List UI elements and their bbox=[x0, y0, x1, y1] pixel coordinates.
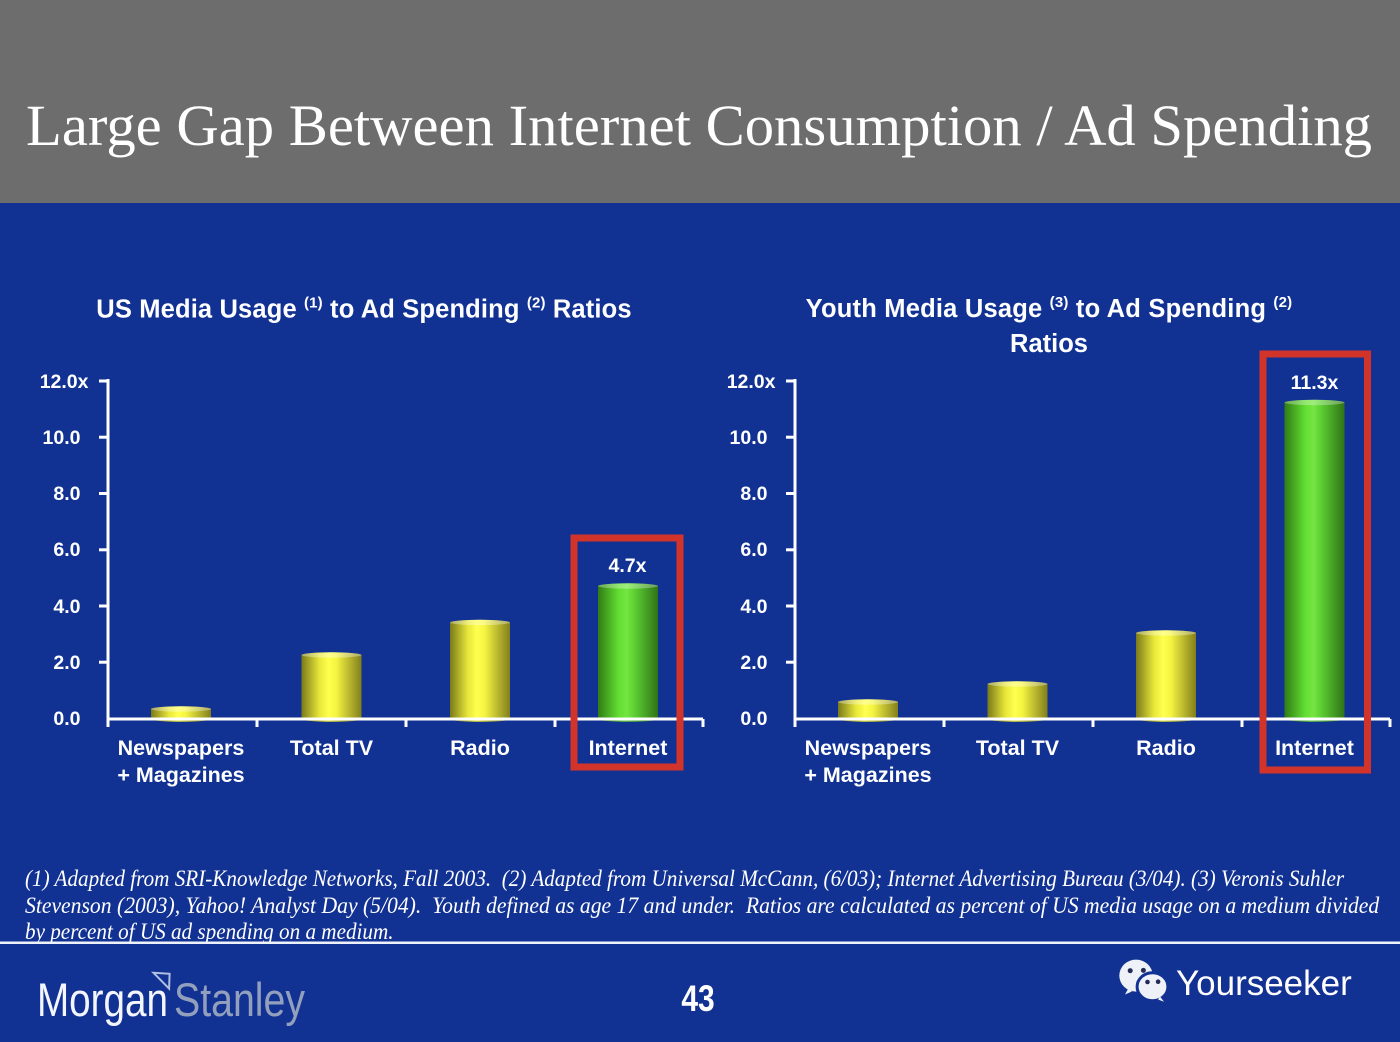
svg-text:Yourseeker: Yourseeker bbox=[1176, 964, 1352, 1003]
svg-text:Morgan: Morgan bbox=[37, 973, 168, 1026]
svg-text:Youth Media Usage (3) to Ad Sp: Youth Media Usage (3) to Ad Spending (2) bbox=[806, 294, 1293, 323]
svg-text:Newspapers: Newspapers bbox=[805, 736, 932, 760]
svg-text:US Media Usage (1) to Ad Spend: US Media Usage (1) to Ad Spending (2) Ra… bbox=[96, 295, 631, 324]
svg-text:2.0: 2.0 bbox=[740, 652, 767, 674]
svg-text:(1) Adapted from SRI-Knowledge: (1) Adapted from SRI-Knowledge Networks,… bbox=[25, 865, 1344, 891]
svg-text:by percent of US ad spending o: by percent of US ad spending on a medium… bbox=[25, 918, 394, 944]
svg-text:10.0: 10.0 bbox=[43, 427, 81, 449]
svg-text:Radio: Radio bbox=[1136, 736, 1196, 760]
svg-text:4.0: 4.0 bbox=[53, 596, 80, 618]
svg-text:6.0: 6.0 bbox=[53, 539, 80, 561]
svg-text:Total TV: Total TV bbox=[290, 736, 374, 760]
svg-text:11.3x: 11.3x bbox=[1291, 372, 1339, 394]
svg-text:Large Gap Between Internet Con: Large Gap Between Internet Consumption /… bbox=[26, 93, 1372, 158]
svg-text:10.0: 10.0 bbox=[730, 427, 768, 449]
svg-text:8.0: 8.0 bbox=[740, 483, 767, 505]
svg-text:Ratios: Ratios bbox=[1010, 330, 1088, 358]
svg-text:4.7x: 4.7x bbox=[609, 555, 647, 577]
svg-text:Total TV: Total TV bbox=[976, 736, 1060, 760]
svg-text:12.0x: 12.0x bbox=[727, 371, 776, 393]
svg-text:6.0: 6.0 bbox=[740, 539, 767, 561]
svg-text:+ Magazines: + Magazines bbox=[804, 763, 931, 787]
svg-text:Stevenson (2003), Yahoo! Analy: Stevenson (2003), Yahoo! Analyst Day (5/… bbox=[25, 892, 1380, 918]
svg-text:Internet: Internet bbox=[1275, 736, 1354, 760]
svg-text:4.0: 4.0 bbox=[740, 596, 767, 618]
svg-text:2.0: 2.0 bbox=[53, 652, 80, 674]
svg-text:43: 43 bbox=[681, 978, 714, 1020]
svg-text:Newspapers: Newspapers bbox=[118, 736, 245, 760]
svg-text:8.0: 8.0 bbox=[53, 483, 80, 505]
svg-text:0.0: 0.0 bbox=[740, 708, 767, 730]
svg-text:12.0x: 12.0x bbox=[40, 371, 89, 393]
svg-text:+ Magazines: + Magazines bbox=[117, 763, 244, 787]
svg-text:Radio: Radio bbox=[450, 736, 510, 760]
svg-text:0.0: 0.0 bbox=[53, 708, 80, 730]
svg-text:Stanley: Stanley bbox=[174, 973, 305, 1026]
svg-text:Internet: Internet bbox=[589, 736, 668, 760]
